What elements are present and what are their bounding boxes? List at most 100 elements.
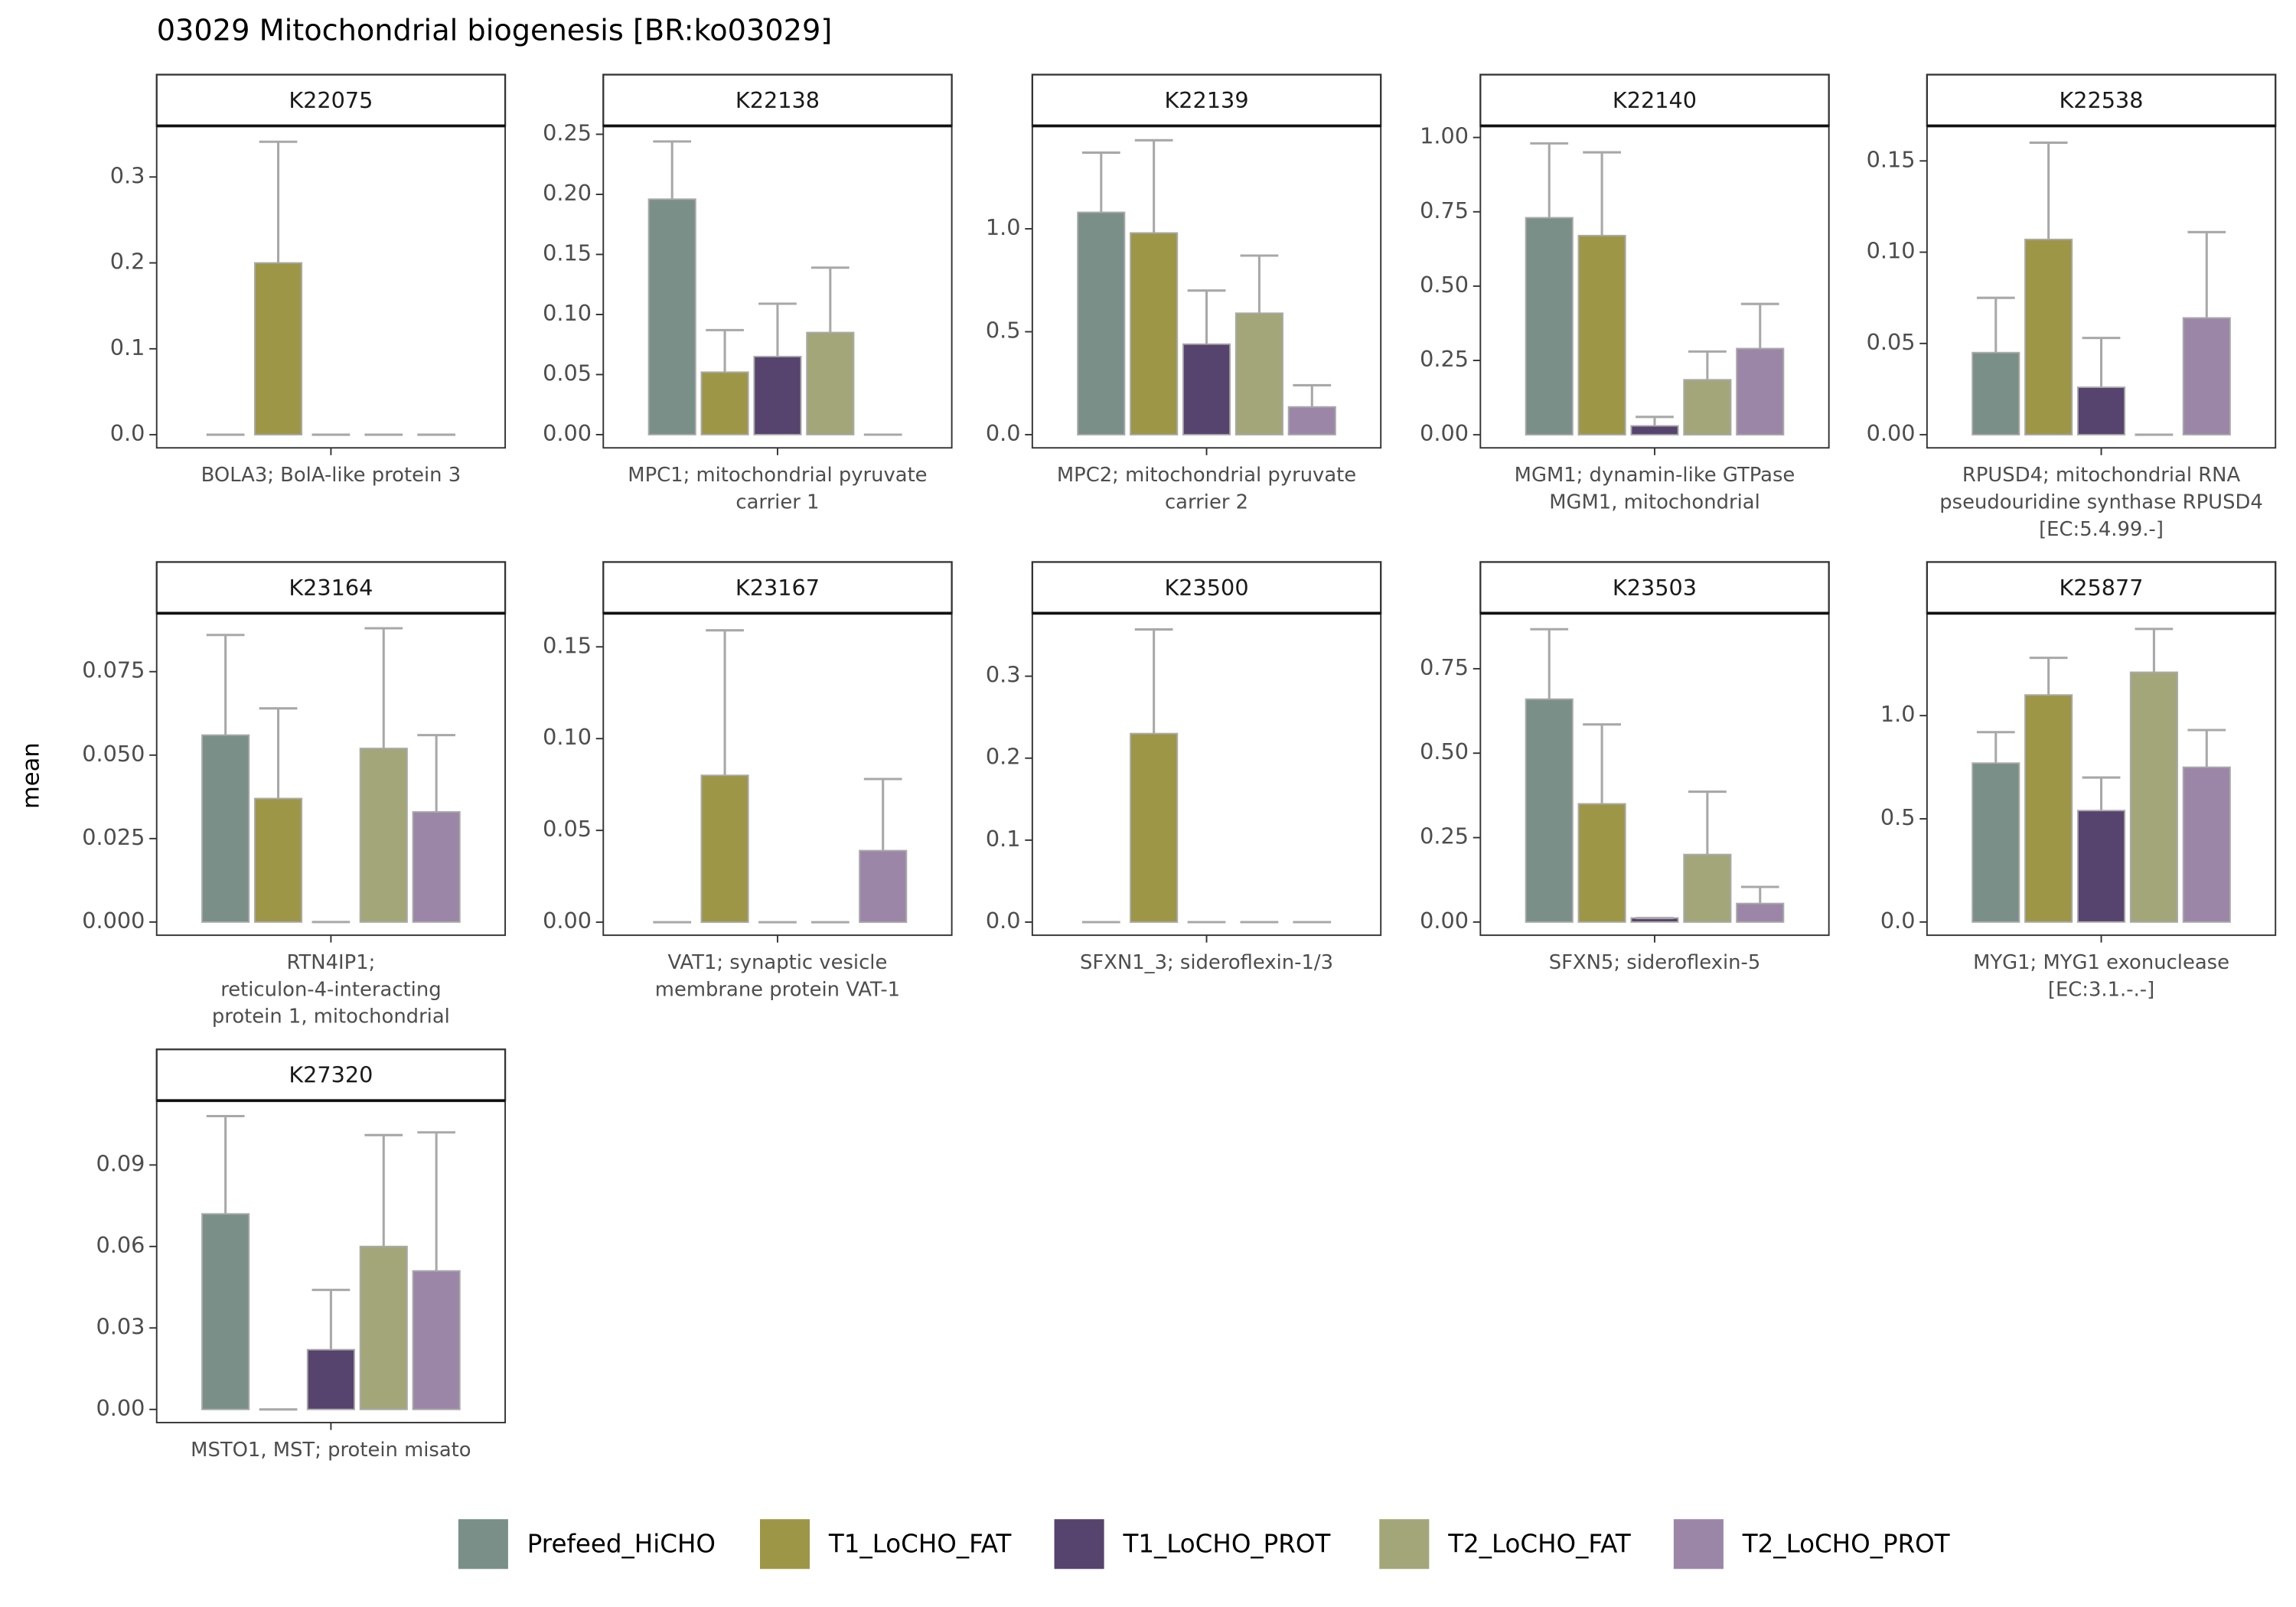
bar	[2129, 671, 2178, 923]
x-tick-label: MPC1; mitochondrial pyruvate	[628, 464, 927, 487]
y-tick-label: 0.75	[1420, 654, 1469, 680]
bar	[1577, 803, 1626, 923]
y-tick-label: 0.25	[1420, 346, 1469, 372]
strip	[155, 1048, 507, 1102]
y-tick-label: 0.03	[96, 1313, 145, 1339]
facet-title: K27320	[289, 1062, 373, 1088]
bar	[253, 262, 303, 436]
legend-label: T2_LoCHO_FAT	[1447, 1530, 1631, 1559]
y-tick-label: 0.2	[110, 249, 145, 275]
error-bar	[1688, 790, 1727, 855]
y-tick-label: 0.025	[82, 824, 145, 850]
facet-title: K23164	[289, 575, 373, 601]
error-bar	[653, 140, 692, 200]
bar	[753, 355, 802, 435]
error-bar	[1081, 151, 1120, 213]
x-tick-label: RTN4IP1;	[286, 951, 375, 974]
chart-title: 03029 Mitochondrial biogenesis [BR:ko030…	[157, 14, 833, 48]
x-tick-label: [EC:3.1.-.-]	[2048, 978, 2154, 1001]
bar	[201, 734, 250, 923]
bar	[1130, 732, 1179, 923]
strip	[1479, 561, 1830, 614]
x-tick-label: MGM1, mitochondrial	[1549, 491, 1760, 513]
y-tick-label: 0.15	[543, 632, 592, 658]
bar	[1077, 211, 1126, 435]
facet-title: K23500	[1164, 575, 1248, 601]
y-tick-label: 0.00	[543, 420, 592, 446]
bar	[2024, 694, 2073, 923]
y-tick-label: 1.00	[1420, 123, 1469, 149]
y-tick-label: 0.00	[1867, 420, 1916, 446]
error-bar	[863, 777, 902, 851]
error-bar	[758, 302, 797, 357]
y-tick-label: 0.00	[1420, 908, 1469, 934]
bar	[2076, 810, 2126, 923]
bar	[1683, 379, 1732, 436]
error-bar	[1530, 142, 1569, 218]
strip	[1926, 561, 2277, 614]
y-tick-label: 0.0	[986, 420, 1021, 446]
bar	[859, 849, 908, 924]
bar	[1971, 762, 2020, 923]
bar	[359, 1245, 408, 1410]
y-tick-label: 0.5	[986, 318, 1021, 344]
error-bar	[706, 629, 744, 776]
error-bar	[706, 328, 744, 373]
error-bar	[2029, 141, 2068, 240]
error-bar	[1636, 416, 1674, 426]
legend-key	[1673, 1519, 1724, 1570]
y-axis-label: mean	[18, 742, 45, 809]
y-tick-label: 0.1	[986, 826, 1021, 852]
y-tick-label: 0.0	[1880, 908, 1916, 934]
y-tick-label: 0.25	[1420, 823, 1469, 849]
error-bar	[1530, 627, 1569, 699]
legend-label: T1_LoCHO_PROT	[1122, 1530, 1330, 1559]
legend-label: T2_LoCHO_PROT	[1742, 1530, 1950, 1559]
y-tick-label: 0.5	[1880, 804, 1916, 830]
error-bar	[2082, 337, 2121, 388]
x-tick-label: membrane protein VAT-1	[655, 978, 900, 1001]
bar	[700, 371, 749, 435]
error-bar	[364, 627, 403, 749]
bar	[1577, 234, 1626, 436]
x-tick-label: MPC2; mitochondrial pyruvate	[1057, 464, 1356, 487]
y-tick-label: 0.00	[543, 908, 592, 934]
facet-title: K22140	[1613, 87, 1697, 113]
bar	[1736, 347, 1785, 436]
bar	[700, 774, 749, 924]
y-tick-label: 0.3	[110, 162, 145, 188]
strip	[155, 73, 507, 127]
legend-label: Prefeed_HiCHO	[527, 1530, 716, 1559]
x-tick-label: RPUSD4; mitochondrial RNA	[1962, 464, 2241, 487]
x-tick-label: carrier 1	[735, 491, 819, 513]
bar	[647, 198, 696, 435]
y-tick-label: 0.0	[986, 908, 1021, 934]
error-bar	[1976, 296, 2015, 353]
bar	[1683, 853, 1732, 923]
y-tick-label: 0.09	[96, 1150, 145, 1176]
bar	[2182, 317, 2231, 436]
bar	[1971, 351, 2020, 436]
facet-title: K23167	[735, 575, 820, 601]
x-tick-label: [EC:5.4.99.-]	[2039, 518, 2164, 541]
legend-key	[759, 1519, 810, 1570]
strip	[1926, 73, 2277, 127]
legend-key	[1379, 1519, 1430, 1570]
y-tick-label: 0.10	[1867, 238, 1916, 264]
y-tick-label: 0.25	[543, 119, 592, 145]
y-tick-label: 0.05	[543, 816, 592, 842]
facet-title: K22138	[735, 87, 820, 113]
x-tick-label: reticulon-4-interacting	[220, 978, 441, 1001]
legend-label: T1_LoCHO_FAT	[828, 1530, 1012, 1559]
bar	[1234, 312, 1283, 435]
error-bar	[2187, 230, 2226, 318]
legend-key	[458, 1519, 508, 1570]
error-bar	[417, 1131, 456, 1271]
error-bar	[311, 1289, 351, 1350]
bar	[1630, 425, 1679, 436]
bar	[1182, 343, 1231, 435]
error-bar	[810, 266, 850, 333]
bar	[806, 331, 855, 435]
error-bar	[1688, 350, 1727, 380]
